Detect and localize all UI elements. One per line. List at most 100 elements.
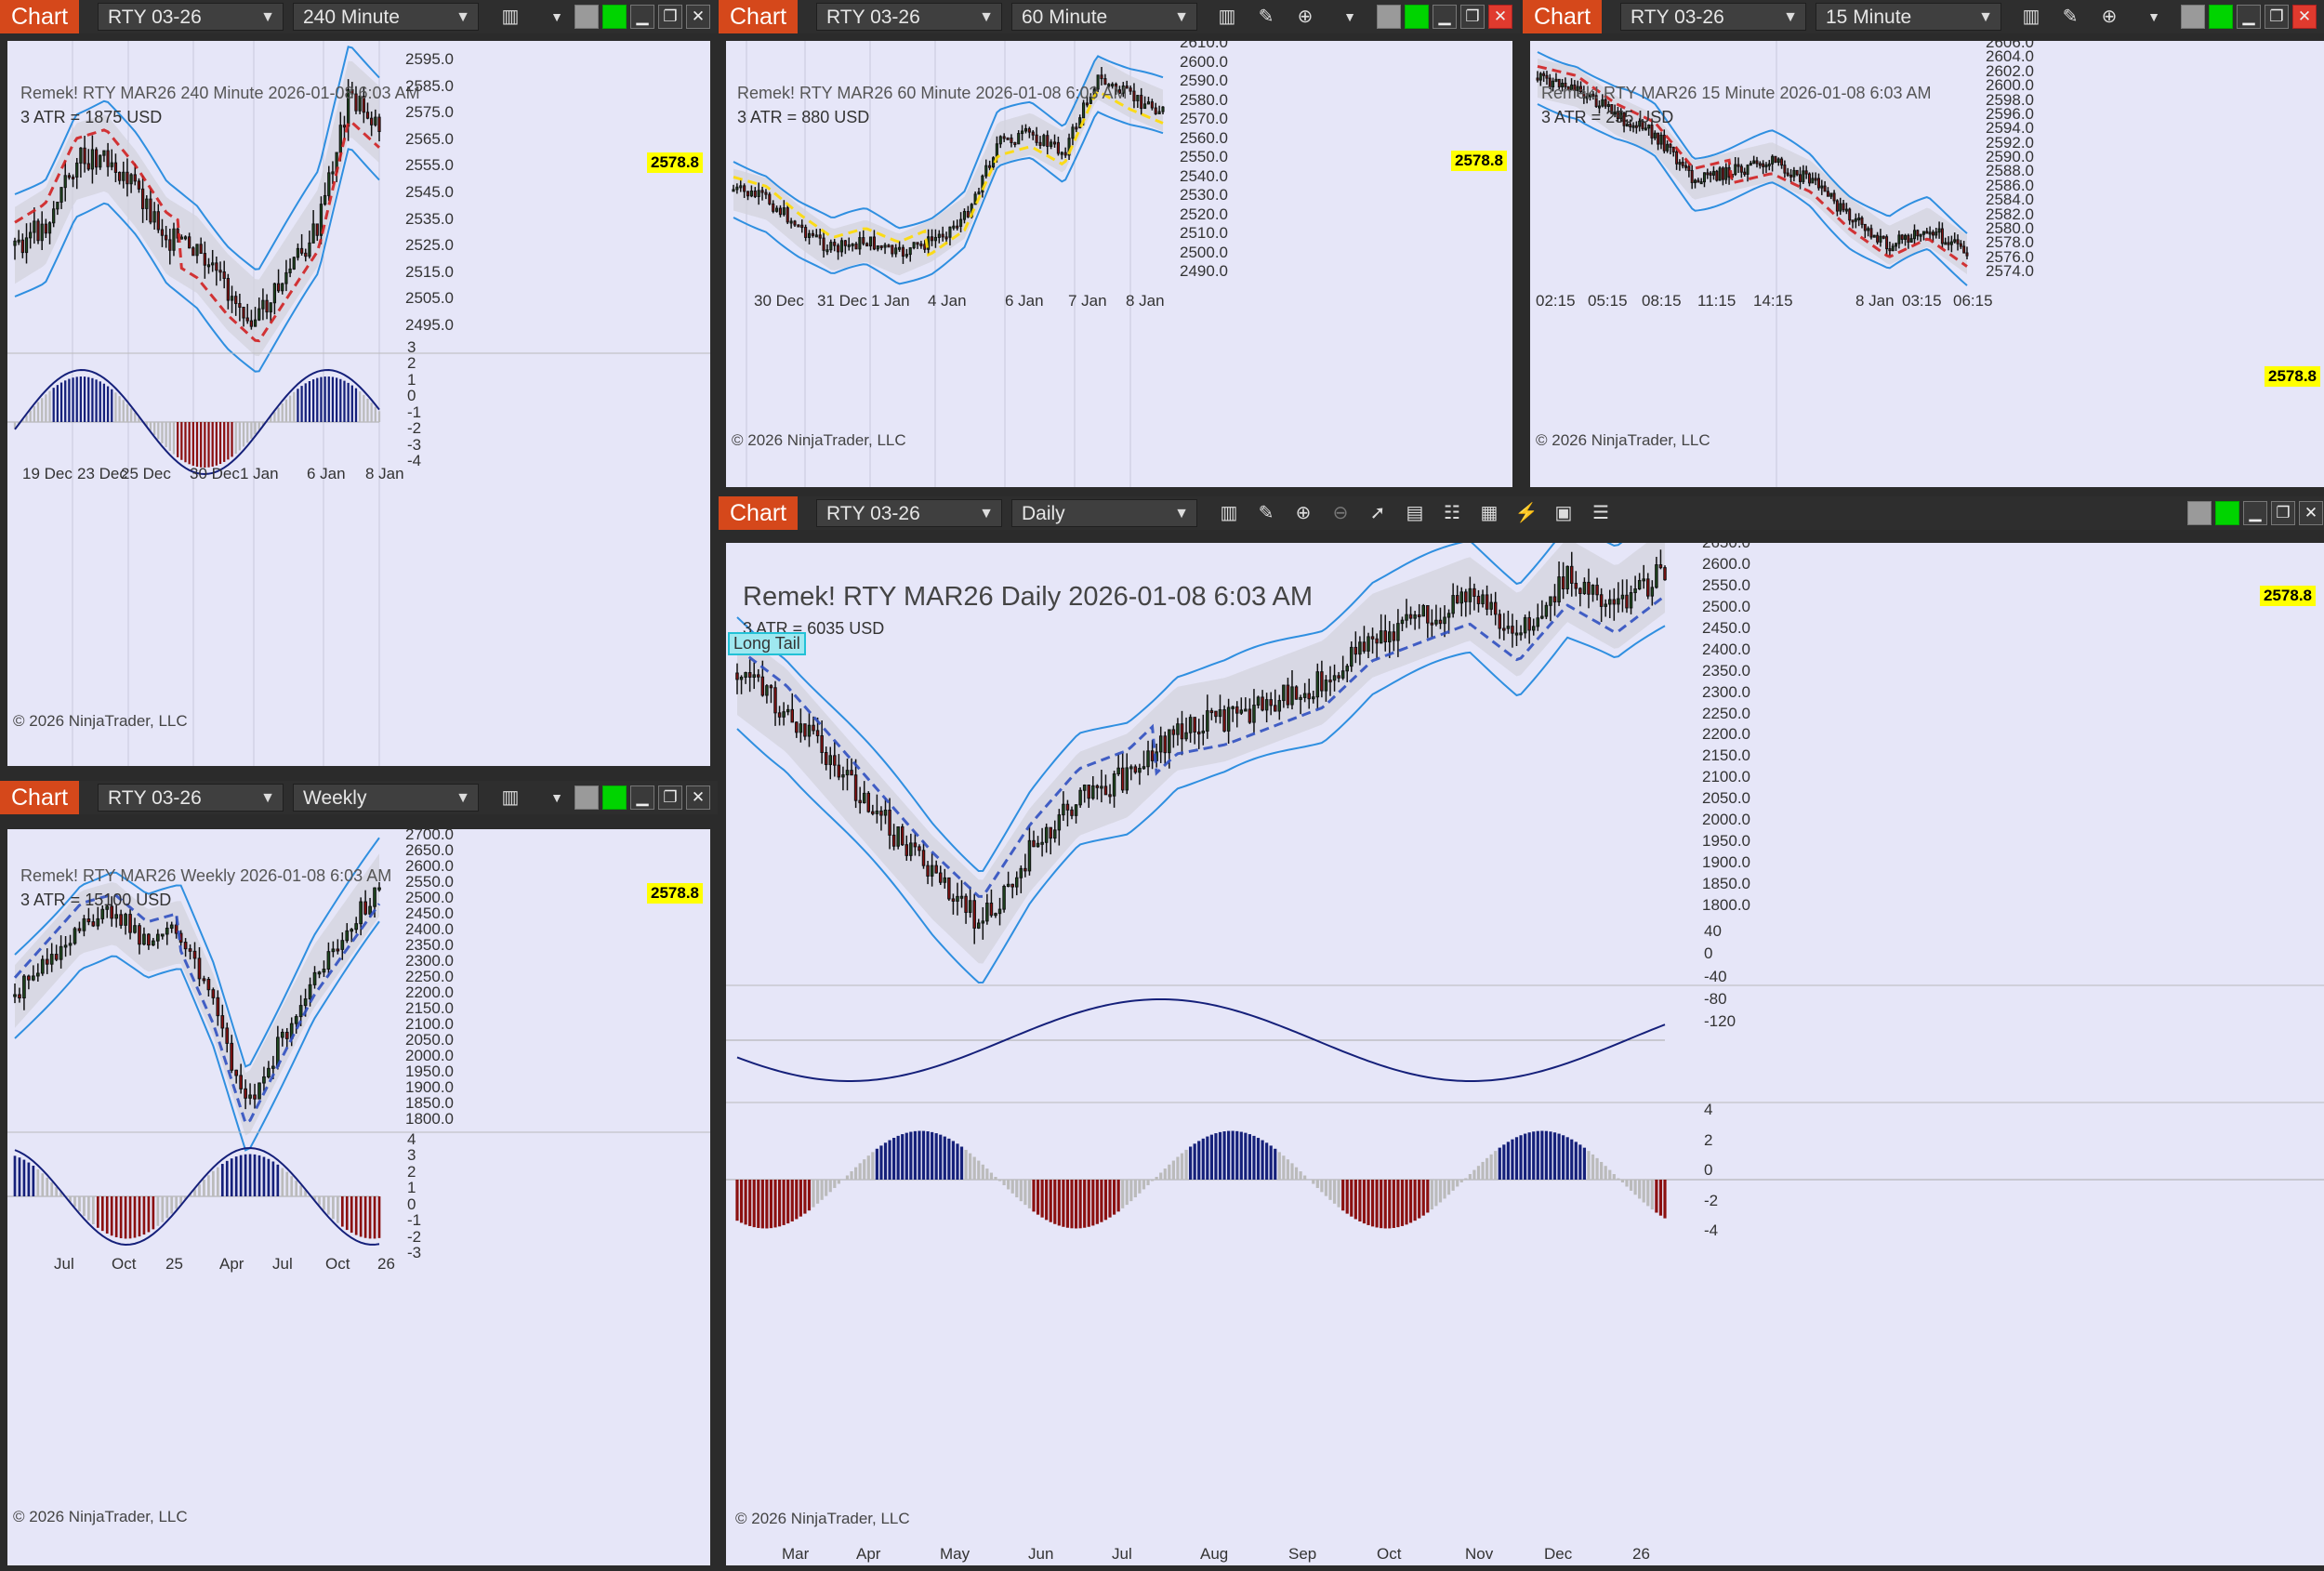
instrument-selector[interactable]: RTY 03-26 ▼ — [98, 784, 284, 812]
green-toggle-button[interactable] — [1405, 5, 1429, 29]
bar-style-icon[interactable]: ▥ — [1218, 7, 1236, 27]
chart-title-tab[interactable]: Chart — [719, 0, 799, 33]
interval-label: 60 Minute — [1022, 7, 1108, 28]
dropdown-arrow-icon[interactable]: ▼ — [550, 9, 563, 24]
pencil-icon[interactable]: ✎ — [2062, 7, 2079, 27]
candle — [1956, 239, 1960, 244]
dropdown-arrow-icon[interactable]: ▼ — [2147, 9, 2160, 24]
strategies-icon[interactable]: ⚡ — [1514, 503, 1538, 523]
histogram-bar — [1595, 1157, 1599, 1180]
indicators-icon[interactable]: ▦ — [1480, 503, 1499, 523]
price-panel[interactable]: Remek! RTY MAR26 60 Minute 2026-01-08 6:… — [726, 41, 1512, 487]
close-button[interactable]: ✕ — [1488, 5, 1512, 29]
list-icon[interactable]: ☰ — [1592, 503, 1609, 523]
close-button[interactable]: ✕ — [2292, 5, 2317, 29]
instrument-selector[interactable]: RTY 03-26 ▼ — [1620, 3, 1806, 31]
instrument-selector[interactable]: RTY 03-26 ▼ — [98, 3, 284, 31]
minimize-button[interactable]: ▁ — [1433, 5, 1457, 29]
histogram-bar — [969, 1153, 972, 1180]
chart-title-tab[interactable]: Chart — [1523, 0, 1603, 33]
y-tick-label: 2 — [407, 354, 416, 373]
bar-style-icon[interactable]: ▥ — [2022, 7, 2040, 27]
green-toggle-button[interactable] — [602, 5, 627, 29]
candle — [265, 299, 269, 313]
candle — [1540, 615, 1544, 619]
data-box-icon[interactable]: ▤ — [1406, 503, 1424, 523]
histogram-bar — [1608, 1169, 1612, 1180]
y-tick-label: 2600.0 — [1702, 554, 1750, 573]
bar-style-icon[interactable]: ▥ — [501, 7, 520, 27]
pencil-icon[interactable]: ✎ — [1258, 503, 1274, 523]
zoom-icon[interactable]: ⊕ — [1297, 7, 1314, 27]
chart-title-tab[interactable]: Chart — [0, 781, 80, 814]
y-tick-label: 1850.0 — [1702, 875, 1750, 893]
histogram-bar — [1582, 1147, 1587, 1180]
bar-style-icon[interactable]: ▥ — [501, 787, 520, 808]
histogram-bar — [777, 1180, 782, 1227]
dropdown-arrow-icon[interactable]: ▼ — [550, 790, 563, 805]
minimize-button[interactable]: ▁ — [2243, 501, 2267, 525]
y-tick-label: 2574.0 — [1986, 262, 2034, 280]
gray-toggle-button[interactable] — [1377, 5, 1401, 29]
maximize-button[interactable]: ❐ — [2271, 501, 2295, 525]
interval-selector[interactable]: 240 Minute ▼ — [293, 3, 479, 31]
close-button[interactable]: ✕ — [686, 786, 710, 810]
minimize-button[interactable]: ▁ — [630, 5, 654, 29]
chart-title-tab[interactable]: Chart — [719, 496, 799, 530]
price-panel[interactable]: Remek! RTY MAR26 Weekly 2026-01-08 6:03 … — [7, 829, 710, 1565]
chart-title-tab[interactable]: Chart — [0, 0, 80, 33]
candle — [1663, 567, 1667, 581]
dropdown-arrow-icon[interactable]: ▼ — [1343, 9, 1356, 24]
maximize-button[interactable]: ❐ — [658, 786, 682, 810]
histogram-bar — [105, 1196, 109, 1234]
gray-toggle-button[interactable] — [2187, 501, 2212, 525]
interval-selector[interactable]: 15 Minute ▼ — [1816, 3, 2001, 31]
candle — [956, 895, 959, 902]
pencil-icon[interactable]: ✎ — [1258, 7, 1274, 27]
bar-style-icon[interactable]: ▥ — [1220, 503, 1238, 523]
y-tick-label: 2606.0 — [1986, 41, 2034, 51]
candle — [1493, 601, 1498, 615]
candle — [1921, 231, 1925, 235]
y-tick-label: 2550.0 — [1702, 575, 1750, 594]
interval-selector[interactable]: Weekly ▼ — [293, 784, 479, 812]
green-toggle-button[interactable] — [602, 786, 627, 810]
zoom-out-icon[interactable]: ⊖ — [1332, 503, 1349, 523]
zoom-in-icon[interactable]: ⊕ — [1295, 503, 1312, 523]
candle — [1405, 614, 1408, 621]
instrument-selector[interactable]: RTY 03-26 ▼ — [816, 499, 1002, 527]
pointer-icon[interactable]: ➚ — [1369, 503, 1386, 523]
price-panel[interactable]: Remek! RTY MAR26 15 Minute 2026-01-08 6:… — [1530, 41, 2324, 487]
maximize-button[interactable]: ❐ — [658, 5, 682, 29]
histogram-bar — [951, 1141, 956, 1180]
maximize-button[interactable]: ❐ — [1460, 5, 1485, 29]
candle — [73, 928, 77, 944]
gray-toggle-button[interactable] — [2181, 5, 2205, 29]
interval-selector[interactable]: Daily ▼ — [1011, 499, 1197, 527]
properties-icon[interactable]: ☷ — [1444, 503, 1460, 523]
close-button[interactable]: ✕ — [686, 5, 710, 29]
candle — [327, 172, 331, 196]
candle — [1392, 631, 1396, 641]
interval-selector[interactable]: 60 Minute ▼ — [1011, 3, 1197, 31]
green-toggle-button[interactable] — [2209, 5, 2233, 29]
instrument-selector[interactable]: RTY 03-26 ▼ — [816, 3, 1002, 31]
minimize-button[interactable]: ▁ — [2237, 5, 2261, 29]
candle — [951, 898, 956, 902]
zoom-icon[interactable]: ⊕ — [2101, 7, 2118, 27]
gray-toggle-button[interactable] — [574, 786, 599, 810]
price-panel[interactable]: Remek! RTY MAR26 240 Minute 2026-01-08 6… — [7, 41, 710, 766]
gray-toggle-button[interactable] — [574, 5, 599, 29]
close-button[interactable]: ✕ — [2299, 501, 2323, 525]
minimize-button[interactable]: ▁ — [630, 786, 654, 810]
price-panel[interactable]: Remek! RTY MAR26 Daily 2026-01-08 6:03 A… — [726, 543, 2324, 1565]
candle — [772, 203, 775, 212]
y-tick-label: 2100.0 — [1702, 768, 1750, 786]
maximize-button[interactable]: ❐ — [2265, 5, 2289, 29]
histogram-bar — [1002, 1180, 1006, 1186]
green-toggle-button[interactable] — [2215, 501, 2239, 525]
long-tail-label[interactable]: Long Tail — [728, 632, 806, 655]
candle — [172, 228, 176, 251]
candle — [1042, 135, 1046, 146]
snapshot-icon[interactable]: ▣ — [1554, 503, 1573, 523]
